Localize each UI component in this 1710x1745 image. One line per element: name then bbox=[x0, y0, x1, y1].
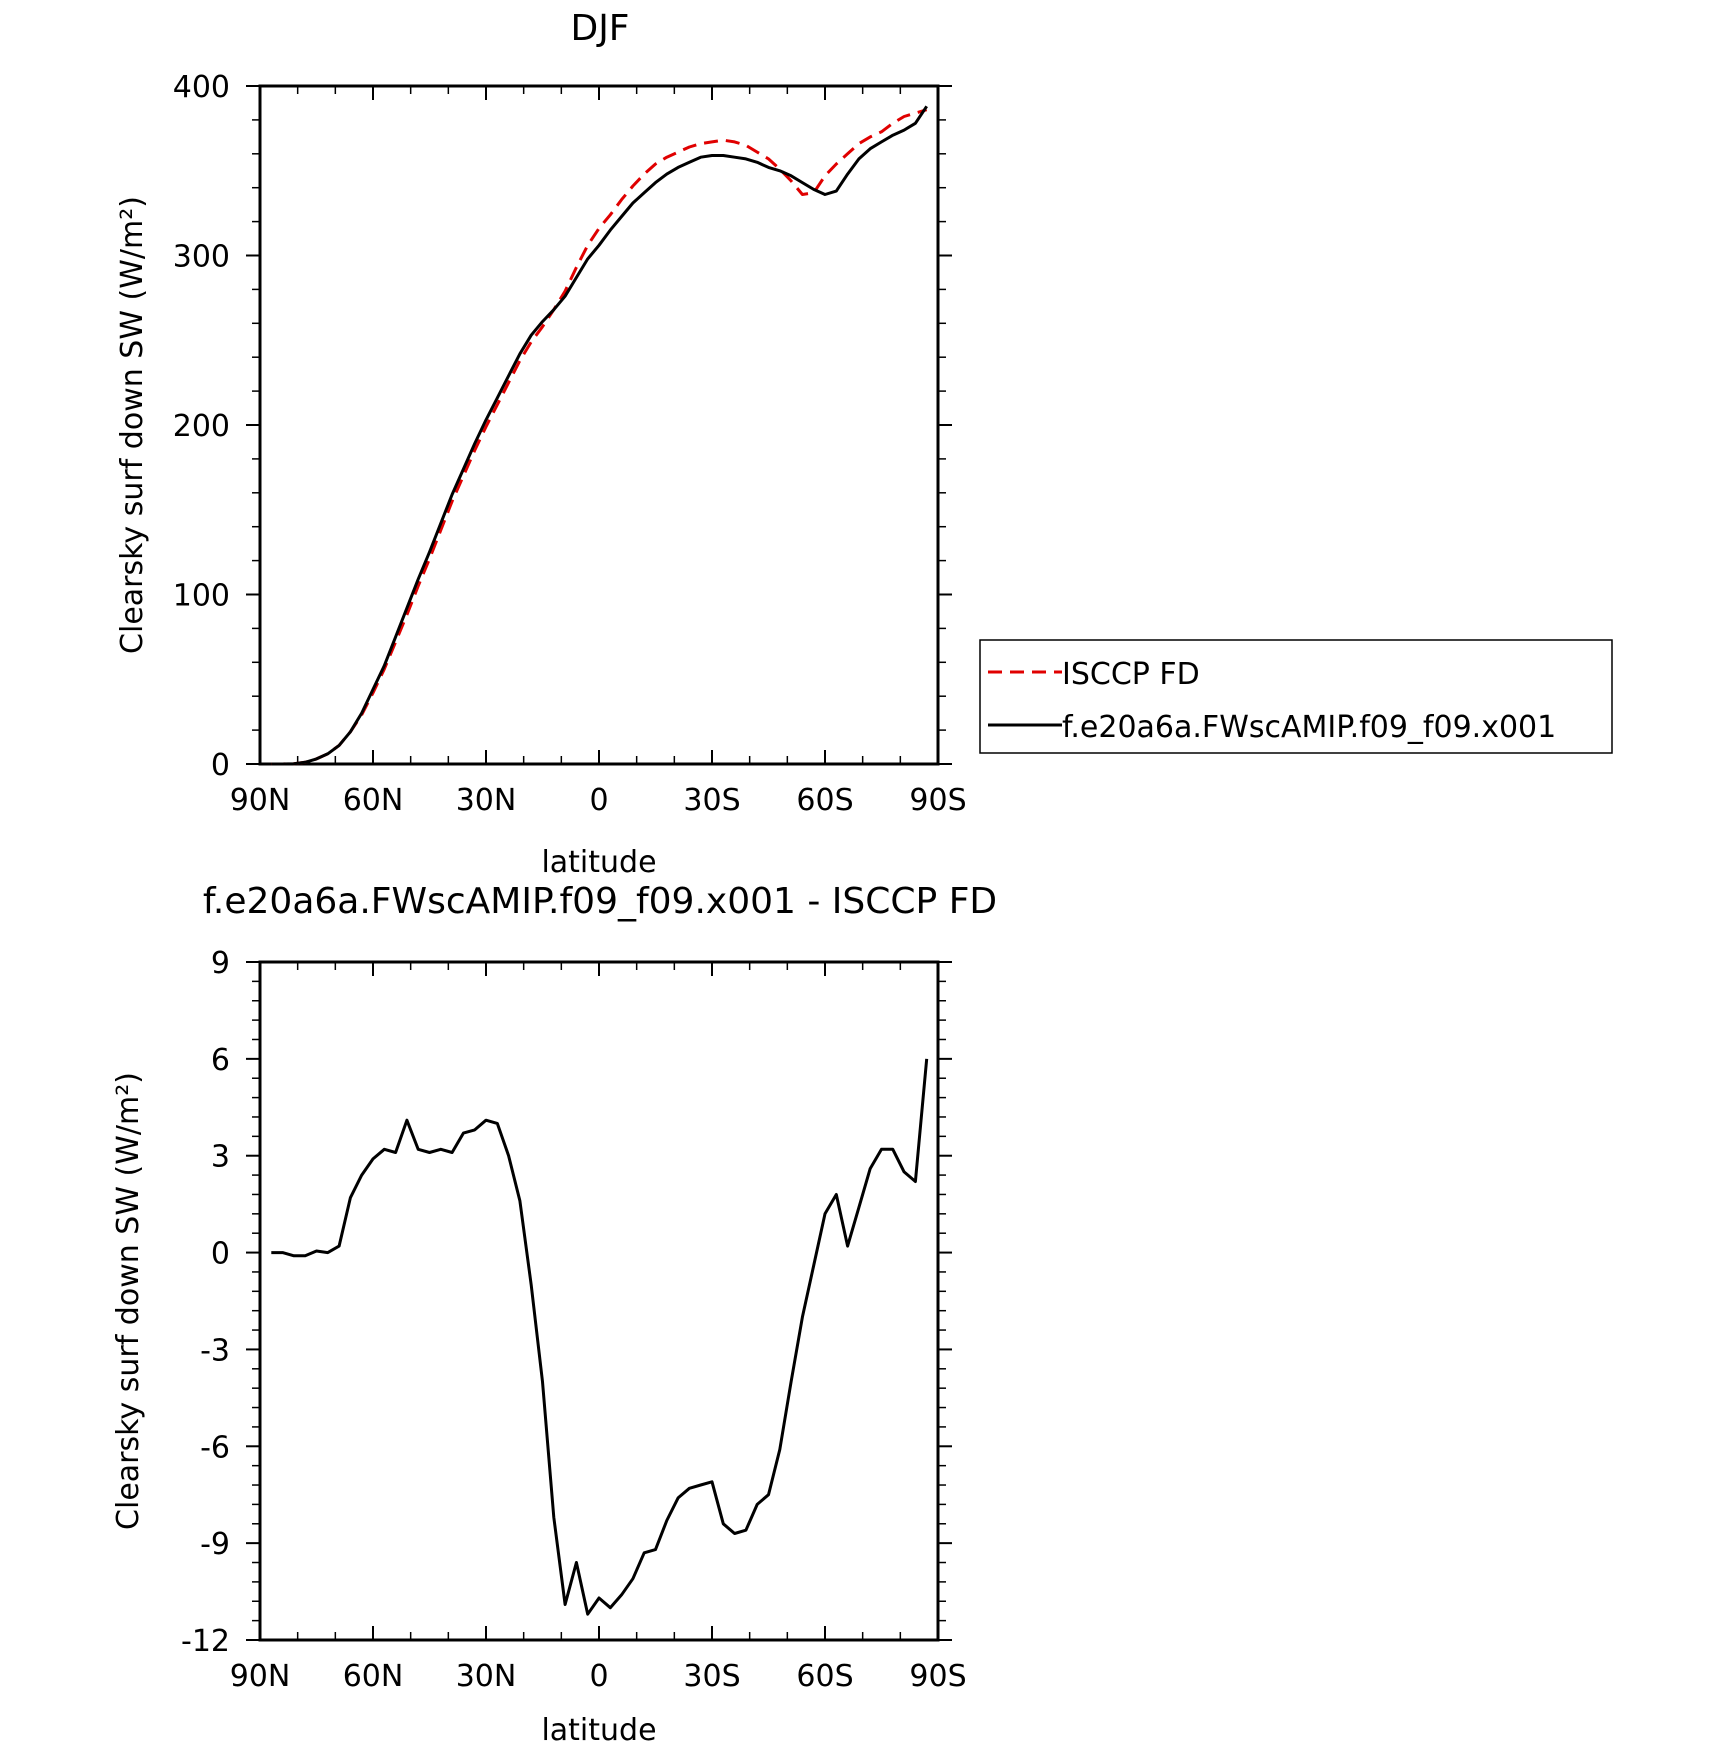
djf-xtick-label: 60S bbox=[796, 783, 853, 818]
djf-legend: ISCCP FD f.e20a6a.FWscAMIP.f09_f09.x001 bbox=[979, 639, 1613, 754]
djf-ytick-label: 100 bbox=[173, 579, 230, 614]
djf-panel: DJF 90N 60N 30N 0 30S 60S 90S 0 100 200 300 400 lat… bbox=[115, 8, 1613, 880]
difference-xtick-label: 60S bbox=[796, 1659, 853, 1694]
djf-xtick-label: 90N bbox=[230, 783, 291, 818]
difference-title: f.e20a6a.FWscAMIP.f09_f09.x001 - ISCCP F… bbox=[203, 881, 997, 922]
difference-series-lines bbox=[271, 1058, 929, 1616]
difference-xtick-label: 90N bbox=[230, 1659, 291, 1694]
difference-ytick-label: -3 bbox=[200, 1333, 230, 1368]
difference-ytick-label: 9 bbox=[211, 946, 230, 981]
djf-ytick-label: 400 bbox=[173, 70, 230, 105]
difference-xtick-label: 60N bbox=[343, 1659, 404, 1694]
difference-ytick-label: 3 bbox=[211, 1140, 230, 1175]
difference-ytick-label: -12 bbox=[181, 1624, 230, 1659]
djf-xtick-label: 90S bbox=[909, 783, 966, 818]
djf-ytick-label: 200 bbox=[173, 409, 230, 444]
difference-xtick-label: 30N bbox=[456, 1659, 517, 1694]
djf-xtick-label: 30S bbox=[683, 783, 740, 818]
djf-ytick-label: 300 bbox=[173, 240, 230, 275]
djf-plot-frame bbox=[258, 84, 940, 766]
difference-series-0-line bbox=[271, 1058, 929, 1616]
difference-panel: f.e20a6a.FWscAMIP.f09_f09.x001 - ISCCP F… bbox=[111, 881, 997, 1745]
difference-ytick-label: -9 bbox=[200, 1527, 230, 1562]
djf-xtick-label: 60N bbox=[343, 783, 404, 818]
djf-y-axis-label: Clearsky surf down SW (W/m²) bbox=[115, 196, 150, 654]
legend-label-isccp: ISCCP FD bbox=[1062, 657, 1200, 692]
djf-x-axis-label: latitude bbox=[541, 845, 656, 880]
difference-y-axis-label: Clearsky surf down SW (W/m²) bbox=[111, 1072, 146, 1530]
djf-xtick-label: 0 bbox=[589, 783, 608, 818]
difference-ticks: 90N 60N 30N 0 30S 60S 90S -12 -9 -6 -3 0 3 6 9 bbox=[181, 946, 967, 1694]
difference-xtick-label: 90S bbox=[909, 1659, 966, 1694]
difference-xtick-label: 0 bbox=[589, 1659, 608, 1694]
djf-series-1-line bbox=[271, 105, 928, 766]
djf-ticks: 90N 60N 30N 0 30S 60S 90S 0 100 200 300 400 bbox=[173, 70, 967, 818]
djf-series-lines bbox=[271, 105, 928, 766]
difference-xtick-label: 30S bbox=[683, 1659, 740, 1694]
legend-label-model: f.e20a6a.FWscAMIP.f09_f09.x001 bbox=[1062, 710, 1556, 745]
difference-ytick-label: 0 bbox=[211, 1237, 230, 1272]
djf-ytick-label: 0 bbox=[211, 748, 230, 783]
difference-plot-frame bbox=[258, 960, 940, 1642]
djf-series-0-line bbox=[271, 108, 928, 766]
legend-box bbox=[979, 639, 1613, 754]
difference-x-axis-label: latitude bbox=[541, 1713, 656, 1745]
difference-ytick-label: -6 bbox=[200, 1430, 230, 1465]
djf-title: DJF bbox=[570, 8, 629, 49]
djf-xtick-label: 30N bbox=[456, 783, 517, 818]
difference-ytick-label: 6 bbox=[211, 1043, 230, 1078]
